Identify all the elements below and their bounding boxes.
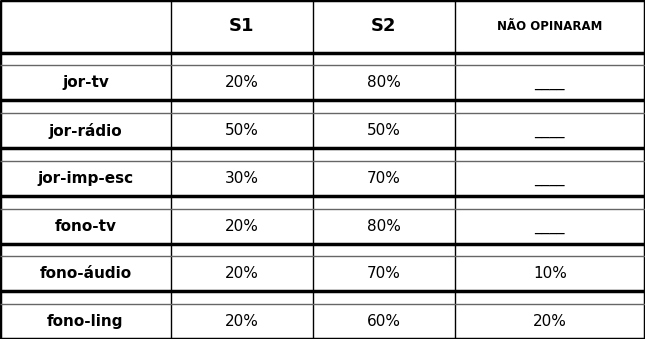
Text: 80%: 80% (367, 75, 401, 91)
Text: 10%: 10% (533, 266, 567, 281)
Text: ____: ____ (535, 171, 565, 186)
Text: ____: ____ (535, 219, 565, 234)
Text: 30%: 30% (225, 171, 259, 186)
Text: 50%: 50% (225, 123, 259, 138)
Text: 20%: 20% (225, 314, 259, 329)
Text: 80%: 80% (367, 219, 401, 234)
Text: fono-áudio: fono-áudio (39, 266, 132, 281)
Text: S2: S2 (371, 17, 397, 35)
Text: NÃO OPINARAM: NÃO OPINARAM (497, 20, 602, 33)
Text: 20%: 20% (225, 75, 259, 91)
Text: 20%: 20% (225, 266, 259, 281)
Text: 50%: 50% (367, 123, 401, 138)
Text: jor-imp-esc: jor-imp-esc (37, 171, 134, 186)
Text: jor-rádio: jor-rádio (48, 123, 123, 139)
Text: ____: ____ (535, 75, 565, 91)
Text: 20%: 20% (225, 219, 259, 234)
Text: 70%: 70% (367, 171, 401, 186)
Text: 20%: 20% (533, 314, 567, 329)
Text: jor-tv: jor-tv (62, 75, 109, 91)
Text: fono-ling: fono-ling (47, 314, 124, 329)
Text: S1: S1 (229, 17, 255, 35)
Text: 70%: 70% (367, 266, 401, 281)
Text: 60%: 60% (367, 314, 401, 329)
Text: ____: ____ (535, 123, 565, 138)
Text: fono-tv: fono-tv (54, 219, 117, 234)
